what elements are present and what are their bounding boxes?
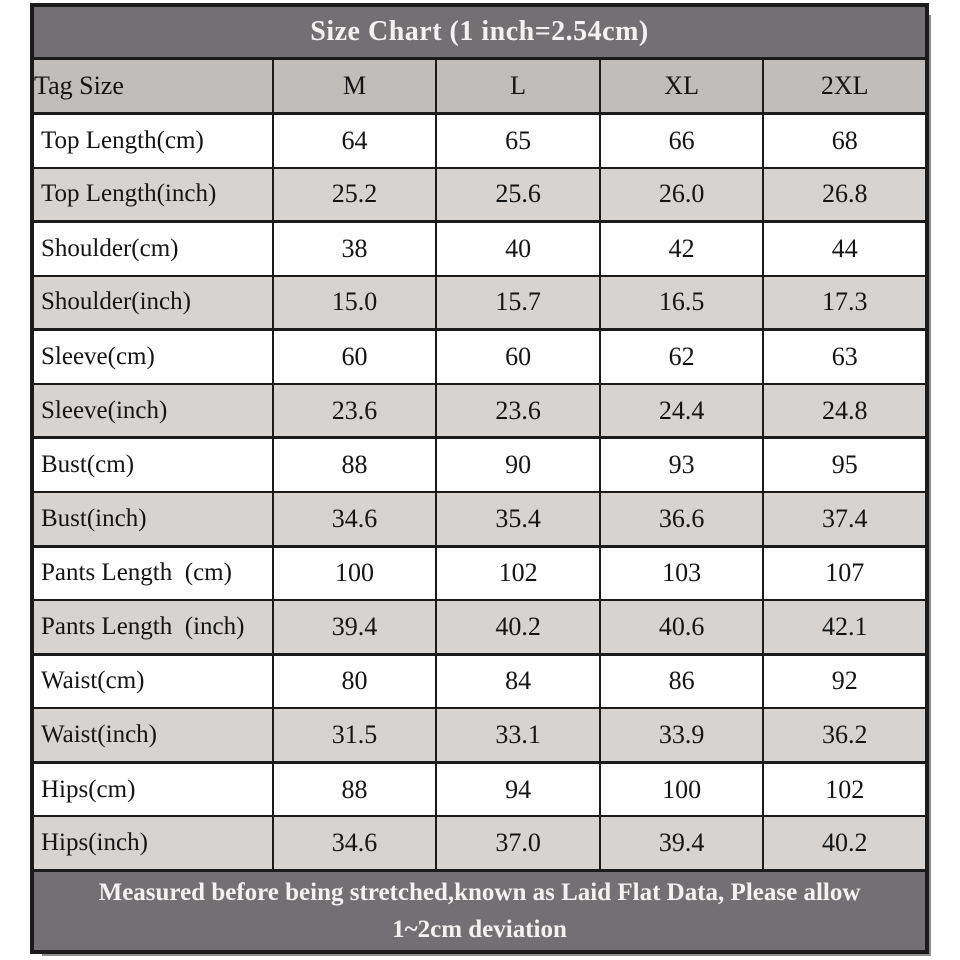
row-label: Hips(cm) — [31, 761, 274, 818]
table-row: Pants Length (inch) 39.4 40.2 40.6 42.1 — [31, 599, 928, 656]
table-row: Sleeve(inch) 23.6 23.6 24.4 24.8 — [31, 382, 928, 440]
cell-value: 36.2 — [762, 707, 928, 764]
column-header-2xl: 2XL — [762, 57, 928, 115]
cell-value: 34.6 — [271, 815, 438, 873]
footer-note-line2: 1~2cm deviation — [392, 916, 567, 943]
column-header-xl: XL — [598, 57, 765, 115]
cell-value: 80 — [271, 653, 438, 710]
column-header-l: L — [435, 57, 601, 115]
table-row: Waist(cm) 80 84 86 92 — [31, 653, 928, 710]
cell-value: 90 — [435, 436, 601, 493]
cell-value: 33.1 — [435, 707, 601, 764]
cell-value: 64 — [271, 112, 438, 169]
row-label: Waist(inch) — [31, 707, 274, 764]
cell-value: 34.6 — [271, 490, 438, 548]
size-chart-table: Size Chart (1 inch=2.54cm) Tag Size M L … — [30, 3, 929, 954]
cell-value: 65 — [435, 112, 601, 169]
column-header-row: Tag Size M L XL 2XL — [31, 57, 928, 115]
row-label: Shoulder(inch) — [31, 274, 274, 332]
row-label: Bust(cm) — [31, 436, 274, 493]
cell-value: 25.2 — [271, 166, 438, 224]
cell-value: 60 — [435, 328, 601, 385]
cell-value: 24.8 — [762, 382, 928, 440]
cell-value: 94 — [435, 761, 601, 818]
cell-value: 44 — [762, 220, 928, 277]
cell-value: 88 — [271, 436, 438, 493]
cell-value: 60 — [271, 328, 438, 385]
cell-value: 68 — [762, 112, 928, 169]
table-row: Top Length(inch) 25.2 25.6 26.0 26.8 — [31, 166, 928, 224]
row-label: Hips(inch) — [31, 815, 274, 873]
cell-value: 100 — [271, 544, 438, 602]
table-row: Top Length(cm) 64 65 66 68 — [31, 112, 928, 169]
cell-value: 40 — [435, 220, 601, 277]
page-title: Size Chart (1 inch=2.54cm) — [31, 4, 928, 60]
footer-note: Measured before being stretched,known as… — [31, 869, 928, 953]
cell-value: 102 — [762, 761, 928, 818]
table-row: Shoulder(inch) 15.0 15.7 16.5 17.3 — [31, 274, 928, 332]
cell-value: 17.3 — [762, 274, 928, 332]
cell-value: 15.0 — [271, 274, 438, 332]
row-label: Waist(cm) — [31, 653, 274, 710]
cell-value: 88 — [271, 761, 438, 818]
cell-value: 100 — [598, 761, 765, 818]
table-row: Sleeve(cm) 60 60 62 63 — [31, 328, 928, 385]
table-row: Hips(inch) 34.6 37.0 39.4 40.2 — [31, 815, 928, 873]
row-label: Top Length(cm) — [31, 112, 274, 169]
size-table-body: Size Chart (1 inch=2.54cm) Tag Size M L … — [31, 4, 928, 953]
cell-value: 37.4 — [762, 490, 928, 548]
cell-value: 103 — [598, 544, 765, 602]
footer-note-line1: Measured before being stretched,known as… — [98, 879, 861, 906]
cell-value: 35.4 — [435, 490, 601, 548]
cell-value: 93 — [598, 436, 765, 493]
cell-value: 42 — [598, 220, 765, 277]
cell-value: 37.0 — [435, 815, 601, 873]
cell-value: 36.6 — [598, 490, 765, 548]
cell-value: 25.6 — [435, 166, 601, 224]
cell-value: 40.2 — [435, 599, 601, 656]
cell-value: 40.2 — [762, 815, 928, 873]
cell-value: 107 — [762, 544, 928, 602]
column-header-m: M — [271, 57, 438, 115]
size-chart-sheet: Size Chart (1 inch=2.54cm) Tag Size M L … — [30, 3, 929, 954]
cell-value: 84 — [435, 653, 601, 710]
cell-value: 23.6 — [435, 382, 601, 440]
cell-value: 23.6 — [271, 382, 438, 440]
cell-value: 86 — [598, 653, 765, 710]
cell-value: 38 — [271, 220, 438, 277]
cell-value: 33.9 — [598, 707, 765, 764]
row-label: Sleeve(inch) — [31, 382, 274, 440]
cell-value: 16.5 — [598, 274, 765, 332]
column-header-tag-size: Tag Size — [31, 57, 274, 115]
cell-value: 26.8 — [762, 166, 928, 224]
row-label: Sleeve(cm) — [31, 328, 274, 385]
table-row: Bust(cm) 88 90 93 95 — [31, 436, 928, 493]
table-row: Shoulder(cm) 38 40 42 44 — [31, 220, 928, 277]
cell-value: 24.4 — [598, 382, 765, 440]
footer-note-row: Measured before being stretched,known as… — [31, 869, 928, 953]
table-row: Hips(cm) 88 94 100 102 — [31, 761, 928, 818]
cell-value: 63 — [762, 328, 928, 385]
table-row: Pants Length (cm) 100 102 103 107 — [31, 544, 928, 602]
cell-value: 39.4 — [598, 815, 765, 873]
cell-value: 26.0 — [598, 166, 765, 224]
row-label: Shoulder(cm) — [31, 220, 274, 277]
row-label: Pants Length (cm) — [31, 544, 274, 602]
cell-value: 40.6 — [598, 599, 765, 656]
table-title-row: Size Chart (1 inch=2.54cm) — [31, 4, 928, 60]
row-label: Top Length(inch) — [31, 166, 274, 224]
cell-value: 42.1 — [762, 599, 928, 656]
cell-value: 92 — [762, 653, 928, 710]
cell-value: 15.7 — [435, 274, 601, 332]
table-row: Bust(inch) 34.6 35.4 36.6 37.4 — [31, 490, 928, 548]
cell-value: 31.5 — [271, 707, 438, 764]
cell-value: 102 — [435, 544, 601, 602]
row-label: Bust(inch) — [31, 490, 274, 548]
cell-value: 39.4 — [271, 599, 438, 656]
cell-value: 95 — [762, 436, 928, 493]
cell-value: 62 — [598, 328, 765, 385]
cell-value: 66 — [598, 112, 765, 169]
row-label: Pants Length (inch) — [31, 599, 274, 656]
table-row: Waist(inch) 31.5 33.1 33.9 36.2 — [31, 707, 928, 764]
